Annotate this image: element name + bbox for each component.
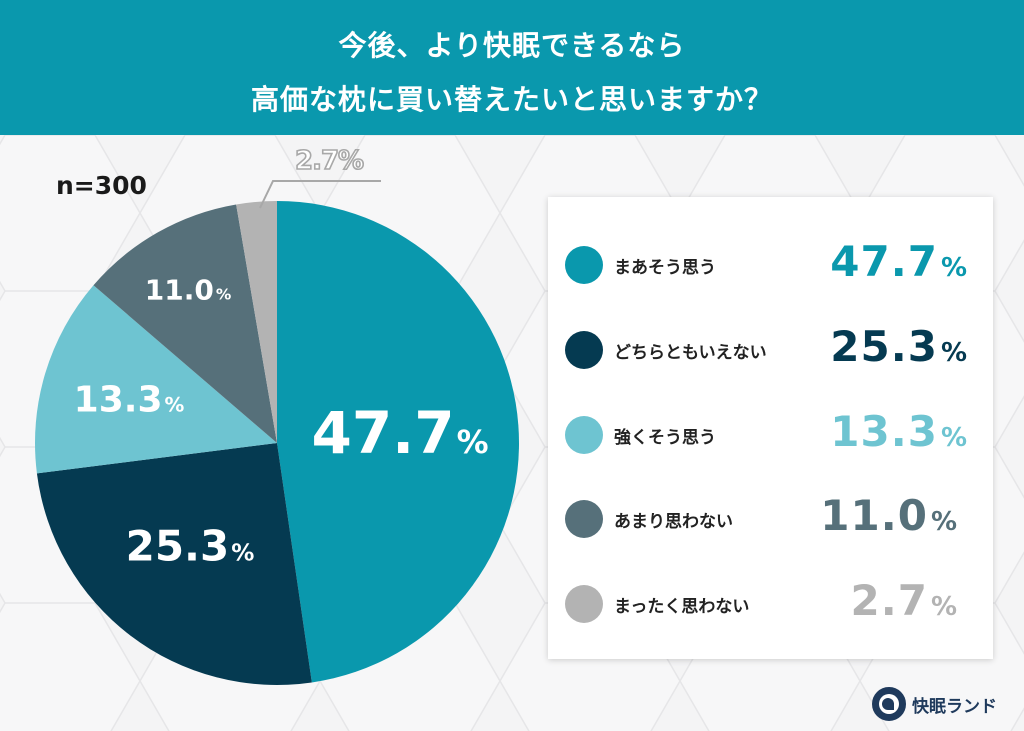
percent-sign: % [940,423,968,453]
legend-color-dot [565,500,603,538]
logo-text: 快眠ランド [912,697,997,717]
percent-sign: % [456,423,489,461]
value-number: 2.7 [850,576,928,625]
legend-value: 47.7% [830,237,968,286]
legend-panel: まあそう思う 47.7% どちらともいえない 25.3% 強くそう思う 13.3… [548,197,993,659]
pie-slice-2 [35,285,278,474]
pie-slice-1 [36,443,312,685]
slice-label-1: 25.3% [126,522,255,571]
title-banner: 今後、より快眠できるなら 高価な枕に買い替えたいと思いますか？ [0,0,1024,135]
slice-value: 25.3 [125,521,230,571]
legend-value: 2.7% [851,576,958,625]
percent-sign: % [940,338,968,368]
percent-sign: % [930,592,958,622]
slice-label-3: 11.0% [145,274,232,307]
legend-value: 25.3% [830,322,968,371]
legend-item-neutral: どちらともいえない 25.3% [548,320,993,380]
legend-value: 13.3% [830,407,968,456]
small-slice-outside-label: 2.7% [294,145,365,177]
value-number: 47.7 [830,237,938,286]
title-line-2: 高価な枕に買い替えたいと思いますか？ [250,83,773,116]
legend-label: まあそう思う [614,258,716,278]
title-line-1: 今後、より快眠できるなら [338,29,686,62]
slice-value: 13.3 [73,379,163,421]
leader-line [259,180,381,209]
small-slice-value: 2.7% [294,145,365,177]
pie-slice-0 [277,201,519,683]
sample-size-label: n=300 [56,171,147,200]
logo-badge-icon [872,687,906,721]
percent-sign: % [940,253,968,283]
legend-label: あまり思わない [614,512,733,532]
percent-sign: % [231,540,255,567]
value-number: 13.3 [830,407,938,456]
percent-sign: % [930,507,958,537]
legend-item-somewhat-agree: まあそう思う 47.7% [548,235,993,295]
legend-color-dot [565,416,603,454]
legend-label: 強くそう思う [614,428,716,448]
legend-color-dot [565,585,603,623]
legend-label: どちらともいえない [614,343,767,363]
legend-value: 11.0% [820,491,958,540]
slice-label-2: 13.3% [74,380,185,421]
pie-slice-3 [93,204,278,443]
slice-value: 11.0 [144,273,214,307]
legend-label: まったく思わない [614,597,750,617]
pie-slice-4 [236,201,277,443]
legend-color-dot [565,246,603,284]
slice-label-0: 47.7% [311,399,488,467]
legend-item-somewhat-disagree: あまり思わない 11.0% [548,489,993,549]
legend-item-strongly-agree: 強くそう思う 13.3% [548,405,993,465]
value-number: 11.0 [820,491,928,540]
value-number: 25.3 [830,322,938,371]
slice-value: 47.7 [311,399,455,467]
legend-item-strongly-disagree: まったく思わない 2.7% [548,574,993,634]
legend-color-dot [565,331,603,369]
percent-sign: % [215,285,232,304]
percent-sign: % [164,393,185,417]
